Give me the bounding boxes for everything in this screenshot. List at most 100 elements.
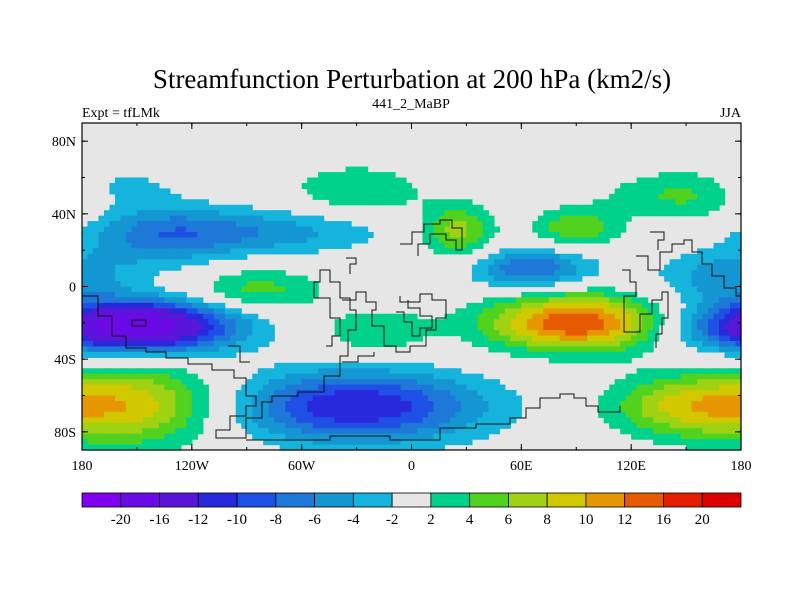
contour-cell	[406, 188, 413, 195]
contour-cell	[197, 215, 204, 222]
contour-cell	[296, 226, 303, 233]
contour-cell	[614, 411, 621, 418]
contour-cell	[510, 324, 517, 331]
contour-cell	[131, 319, 138, 326]
contour-cell	[669, 406, 676, 413]
contour-cell	[504, 400, 511, 407]
contour-cell	[323, 226, 330, 233]
contour-cell	[351, 400, 358, 407]
contour-cell	[114, 324, 122, 331]
contour-cell	[351, 395, 358, 402]
contour-cell	[510, 417, 517, 424]
contour-cell	[444, 400, 451, 407]
contour-cell	[125, 395, 133, 402]
contour-cell	[686, 182, 693, 189]
contour-cell	[213, 210, 220, 217]
colorbar-swatch	[236, 492, 277, 508]
contour-cell	[334, 226, 341, 233]
contour-cell	[680, 428, 687, 435]
contour-cell	[147, 400, 154, 407]
contour-cell	[180, 400, 187, 407]
contour-cell	[384, 193, 391, 200]
contour-cell	[340, 221, 347, 228]
contour-cell	[290, 428, 297, 435]
contour-cell	[103, 297, 111, 304]
contour-cell	[103, 433, 111, 440]
contour-cell	[142, 237, 149, 244]
contour-cell	[109, 215, 116, 222]
contour-cell	[664, 417, 671, 424]
contour-cell	[92, 313, 100, 320]
contour-cell	[142, 390, 149, 397]
contour-cell	[114, 422, 122, 429]
contour-cell	[477, 379, 484, 386]
contour-cell	[636, 411, 643, 418]
contour-cell	[735, 395, 742, 402]
contour-cell	[362, 384, 369, 391]
contour-cell	[114, 390, 122, 397]
contour-cell	[526, 270, 533, 277]
contour-cell	[334, 319, 341, 326]
contour-cell	[180, 368, 187, 375]
contour-cell	[290, 368, 297, 375]
contour-cell	[356, 166, 363, 173]
contour-cell	[191, 226, 198, 233]
contour-cell	[103, 221, 111, 228]
contour-cell	[323, 172, 330, 179]
contour-cell	[554, 253, 561, 260]
contour-cell	[367, 417, 374, 424]
contour-cell	[625, 210, 632, 217]
contour-cell	[576, 308, 583, 315]
contour-cell	[367, 330, 374, 337]
contour-cell	[274, 221, 281, 228]
contour-cell	[471, 330, 478, 337]
contour-cell	[713, 291, 720, 298]
contour-cell	[730, 281, 737, 288]
contour-cell	[554, 221, 561, 228]
contour-cell	[724, 335, 731, 342]
contour-cell	[713, 390, 720, 397]
contour-cell	[416, 406, 424, 413]
contour-cell	[691, 193, 698, 200]
contour-cell	[675, 379, 682, 386]
colorbar-label: 10	[578, 512, 593, 528]
contour-cell	[482, 237, 489, 244]
contour-cell	[675, 177, 682, 184]
contour-cell	[263, 439, 270, 446]
contour-cell	[477, 275, 484, 282]
contour-cell	[559, 335, 566, 342]
contour-cell	[340, 177, 347, 184]
contour-cell	[427, 204, 435, 211]
contour-cell	[449, 221, 457, 228]
contour-cell	[532, 297, 539, 304]
contour-cell	[191, 384, 198, 391]
contour-cell	[268, 428, 275, 435]
contour-cell	[444, 221, 451, 228]
contour-cell	[559, 232, 566, 239]
contour-cell	[565, 204, 572, 211]
contour-cell	[87, 253, 94, 260]
contour-cell	[493, 253, 500, 260]
contour-cell	[307, 177, 314, 184]
contour-cell	[356, 428, 363, 435]
contour-cell	[482, 226, 489, 233]
contour-cell	[219, 341, 226, 348]
contour-cell	[449, 330, 457, 337]
contour-cell	[114, 297, 122, 304]
contour-cell	[351, 324, 358, 331]
contour-cell	[631, 379, 638, 386]
contour-cell	[268, 330, 275, 337]
contour-cell	[444, 384, 451, 391]
contour-cell	[559, 253, 566, 260]
contour-cell	[98, 253, 105, 260]
contour-cell	[482, 379, 489, 386]
contour-cell	[279, 428, 286, 435]
contour-cell	[444, 428, 451, 435]
contour-cell	[351, 362, 358, 369]
contour-cell	[257, 395, 264, 402]
contour-cell	[675, 193, 682, 200]
contour-cell	[318, 177, 325, 184]
contour-cell	[482, 264, 489, 271]
contour-cell	[175, 199, 182, 206]
contour-cell	[307, 428, 314, 435]
